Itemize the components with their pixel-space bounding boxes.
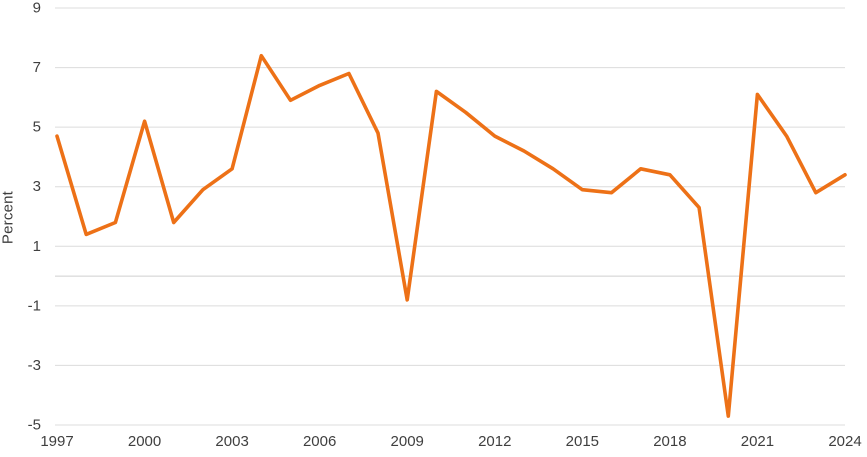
data-line-series: [55, 53, 847, 418]
x-tick-label: 2012: [478, 433, 511, 450]
x-tick-label: 2024: [828, 433, 861, 450]
y-axis-title: Percent: [0, 190, 17, 245]
y-tick-label: 7: [33, 59, 41, 76]
x-tick-label: 2015: [566, 433, 599, 450]
x-tick-label: 2009: [391, 433, 424, 450]
x-tick-label: 2021: [741, 433, 774, 450]
x-tick-label: 1997: [40, 433, 73, 450]
y-tick-label: -5: [28, 417, 41, 434]
x-tick-label: 2006: [303, 433, 336, 450]
y-tick-label: 1: [33, 238, 41, 255]
x-tick-label: 2000: [128, 433, 161, 450]
y-tick-label: 3: [33, 178, 41, 195]
x-tick-label: 2018: [653, 433, 686, 450]
x-tick-label: 2003: [215, 433, 248, 450]
y-tick-label: -3: [28, 357, 41, 374]
y-tick-label: 9: [33, 0, 41, 17]
y-tick-label: 5: [33, 119, 41, 136]
y-tick-label: -1: [28, 297, 41, 314]
